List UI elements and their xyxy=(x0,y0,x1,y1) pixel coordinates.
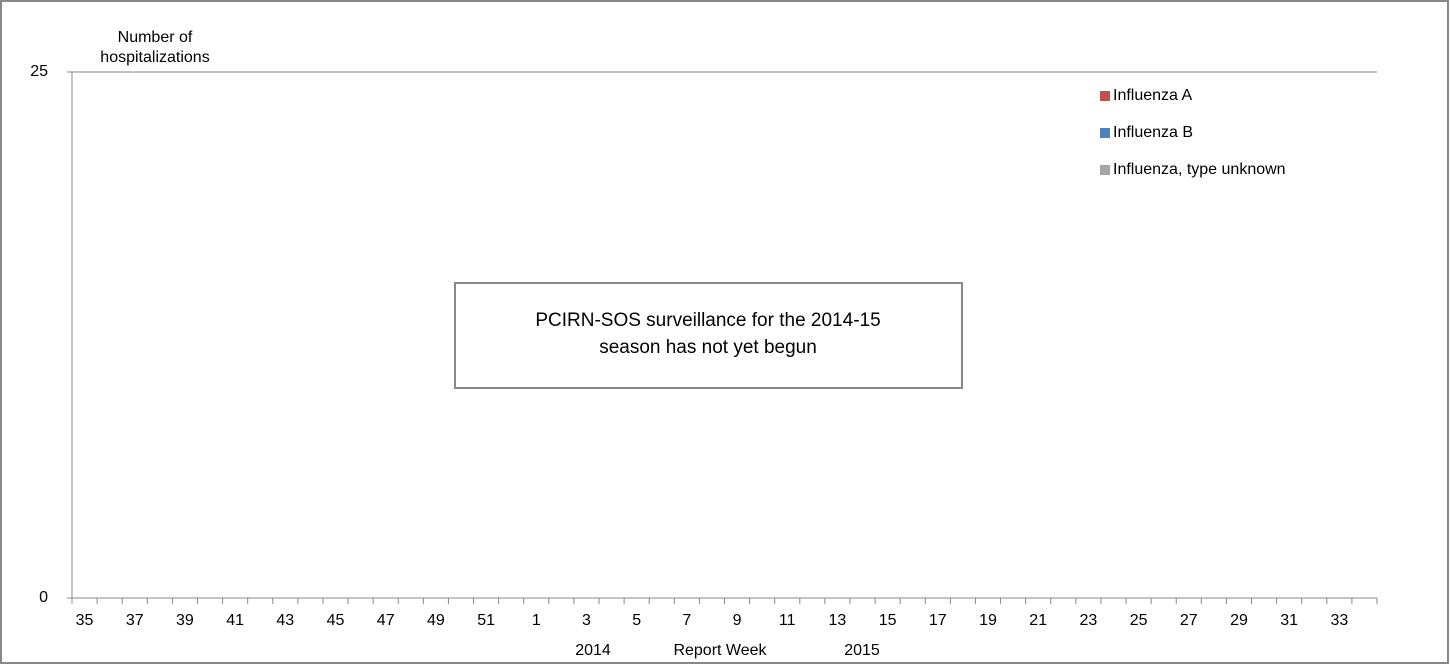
x-tick-label: 31 xyxy=(1280,612,1298,629)
legend-label: Influenza B xyxy=(1113,124,1193,141)
x-tick-label: 49 xyxy=(427,612,445,629)
x-tick-label: 37 xyxy=(126,612,144,629)
x-tick-label: 51 xyxy=(477,612,495,629)
x-tick-label: 35 xyxy=(76,612,94,629)
legend-label: Influenza, type unknown xyxy=(1113,161,1286,178)
annotation-box xyxy=(454,282,963,389)
x-tick-label: 29 xyxy=(1230,612,1248,629)
x-tick-label: 23 xyxy=(1079,612,1097,629)
y-tick-label: 25 xyxy=(30,63,48,80)
x-tick-label: 1 xyxy=(532,612,541,629)
y-axis-title: hospitalizations xyxy=(100,49,209,66)
y-axis-title: Number of xyxy=(118,29,193,46)
legend-swatch xyxy=(1100,128,1110,138)
x-tick-label: 25 xyxy=(1130,612,1148,629)
x-tick-label: 15 xyxy=(879,612,897,629)
x-tick-label: 43 xyxy=(276,612,294,629)
x-axis-title: Report Week xyxy=(673,642,767,659)
x-tick-label: 5 xyxy=(632,612,641,629)
x-tick-label: 19 xyxy=(979,612,997,629)
x-tick-label: 41 xyxy=(226,612,244,629)
x-tick-label: 21 xyxy=(1029,612,1047,629)
x-tick-label: 7 xyxy=(682,612,691,629)
annotation: PCIRN-SOS surveillance for the 2014-15 xyxy=(535,310,880,331)
x-tick-label: 39 xyxy=(176,612,194,629)
x-tick-label: 17 xyxy=(929,612,947,629)
legend-swatch xyxy=(1100,91,1110,101)
x-tick-label: 45 xyxy=(327,612,345,629)
x-tick-label: 27 xyxy=(1180,612,1198,629)
x-tick-label: 13 xyxy=(829,612,847,629)
y-tick-label: 0 xyxy=(39,589,48,606)
x-tick-label: 3 xyxy=(582,612,591,629)
x-group-label: 2015 xyxy=(844,642,880,659)
x-tick-label: 47 xyxy=(377,612,395,629)
x-tick-label: 11 xyxy=(779,612,796,629)
x-tick-label: 33 xyxy=(1330,612,1348,629)
x-tick-label: 9 xyxy=(733,612,742,629)
x-group-label: 2014 xyxy=(575,642,611,659)
legend-swatch xyxy=(1100,165,1110,175)
legend-label: Influenza A xyxy=(1113,87,1193,104)
annotation: season has not yet begun xyxy=(599,337,817,358)
